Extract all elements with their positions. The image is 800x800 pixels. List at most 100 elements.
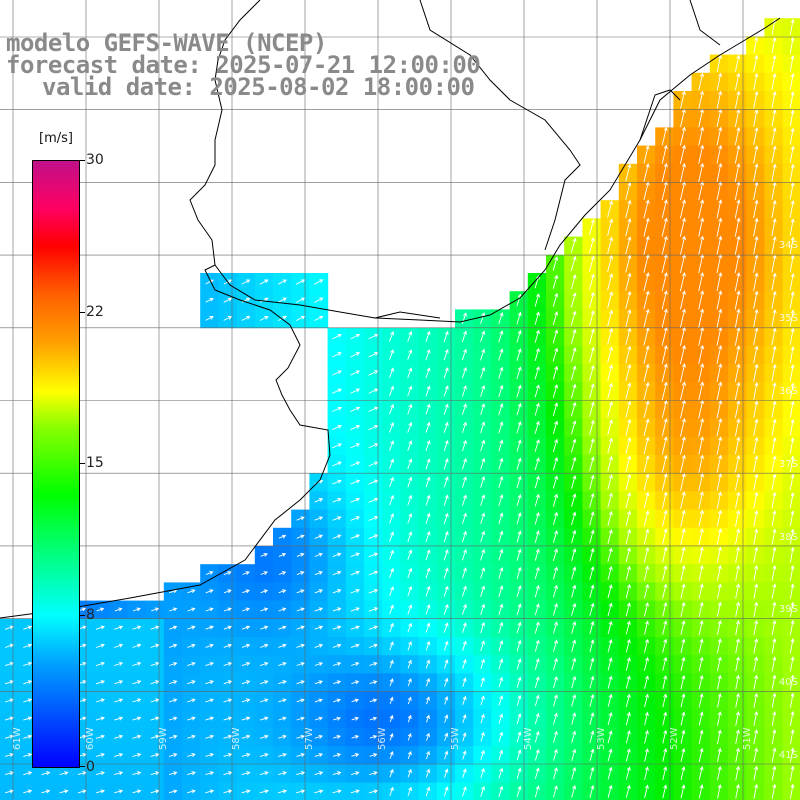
wind-arrow [461, 549, 467, 561]
wind-arrow [187, 607, 196, 612]
wind-arrow [753, 127, 759, 146]
wind-arrow [480, 476, 486, 488]
wind-arrow [552, 529, 559, 544]
wind-arrow [753, 510, 759, 527]
wind-arrow [643, 381, 650, 400]
wind-arrow [425, 531, 431, 543]
wind-arrow [516, 439, 522, 452]
lon-label: 53W [596, 727, 607, 750]
wind-arrow [498, 512, 504, 525]
wind-arrow [259, 734, 269, 739]
wind-arrow [734, 399, 741, 419]
wind-arrow [296, 571, 305, 576]
wind-arrow [589, 730, 595, 744]
wind-arrow [789, 692, 795, 708]
wind-arrow [241, 661, 251, 667]
wind-arrow [350, 771, 360, 776]
wind-arrow [498, 439, 504, 452]
wind-arrow [661, 162, 668, 183]
wind-arrow [771, 674, 777, 690]
wind-arrow [498, 658, 504, 670]
wind-arrow [625, 730, 631, 744]
wind-arrow [332, 789, 342, 794]
wind-arrow [698, 344, 705, 365]
coastline-segment [639, 89, 681, 141]
wind-arrow [314, 297, 324, 303]
wind-arrow [260, 607, 269, 612]
wind-arrow [534, 493, 540, 507]
wind-arrow [698, 308, 705, 328]
wind-arrow [698, 290, 705, 310]
wind-arrow [607, 784, 613, 798]
wind-arrow [698, 784, 704, 799]
wind-arrow [753, 145, 759, 164]
wind-arrow [625, 400, 632, 418]
wind-arrow [789, 163, 795, 182]
wind-arrow [332, 643, 342, 648]
wind-arrow [187, 716, 196, 721]
wind-arrow [753, 638, 759, 654]
wind-arrow [534, 439, 540, 452]
wind-arrow [389, 458, 395, 470]
wind-arrow [350, 643, 360, 648]
wind-arrow [461, 530, 467, 543]
wind-arrow [607, 675, 613, 689]
wind-arrow [278, 734, 287, 739]
wind-arrow [516, 457, 522, 470]
wind-arrow [552, 566, 559, 580]
wind-arrow [698, 363, 705, 383]
wind-arrow [771, 473, 777, 491]
wind-arrow [680, 90, 686, 109]
wind-arrow [607, 730, 613, 744]
wind-arrow [771, 565, 777, 581]
wind-arrow [314, 279, 324, 285]
wind-arrow [443, 403, 449, 415]
wind-arrow [132, 771, 142, 776]
wind-arrow [607, 766, 613, 780]
wind-arrow [571, 493, 577, 507]
wind-arrow [132, 625, 142, 630]
wind-arrow [368, 607, 379, 612]
wind-arrow [661, 272, 668, 292]
wind-arrow [407, 678, 412, 687]
wind-arrow [625, 584, 631, 599]
wind-arrow [662, 601, 668, 617]
wind-arrow [132, 789, 142, 794]
wind-arrow [643, 163, 650, 182]
wind-arrow [698, 381, 705, 401]
wind-arrow [461, 330, 467, 343]
wind-arrow [643, 546, 650, 563]
wind-arrow [407, 768, 412, 778]
wind-arrow [588, 255, 595, 272]
colorbar-tick-15: 15 [86, 455, 104, 471]
wind-arrow [753, 747, 759, 763]
wind-arrow [716, 72, 723, 91]
wind-arrow [516, 731, 522, 743]
wind-arrow [426, 696, 430, 705]
wind-arrow [516, 421, 522, 434]
wind-arrow [425, 622, 431, 633]
wind-arrow [789, 400, 795, 418]
wind-arrow [114, 789, 124, 794]
wind-arrow [425, 330, 431, 342]
wind-arrow [589, 712, 595, 725]
wind-arrow [570, 237, 577, 253]
wind-arrow [169, 607, 178, 612]
wind-arrow [644, 693, 649, 708]
wind-arrow [187, 698, 196, 703]
wind-arrow [789, 674, 795, 690]
wind-arrow [426, 714, 430, 723]
wind-arrow [389, 349, 395, 360]
wind-arrow [753, 381, 759, 400]
wind-arrow [443, 530, 449, 543]
wind-arrow [462, 768, 467, 779]
wind-arrow [552, 438, 559, 453]
wind-arrow [734, 436, 741, 455]
wind-arrow [643, 455, 650, 473]
wind-arrow [753, 619, 759, 636]
wind-arrow [771, 91, 777, 109]
lat-label: 38S [778, 532, 798, 543]
wind-arrow [625, 163, 632, 182]
wind-arrow [735, 619, 741, 635]
wind-arrow [698, 90, 705, 109]
